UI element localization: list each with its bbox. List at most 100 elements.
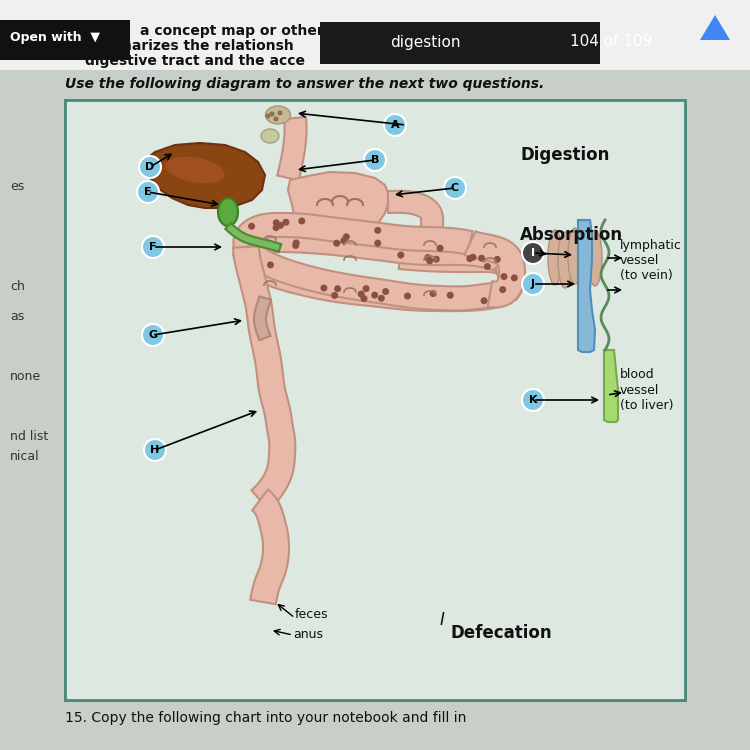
Polygon shape: [233, 213, 472, 255]
Polygon shape: [578, 234, 592, 290]
Circle shape: [378, 295, 385, 302]
Circle shape: [267, 262, 274, 268]
Text: G: G: [148, 330, 158, 340]
Polygon shape: [251, 490, 289, 604]
Circle shape: [424, 254, 431, 261]
Polygon shape: [237, 239, 523, 310]
Circle shape: [343, 233, 350, 240]
Text: digestion: digestion: [390, 34, 460, 50]
Text: J: J: [531, 279, 535, 289]
Text: ch: ch: [10, 280, 25, 293]
Polygon shape: [233, 247, 296, 510]
Polygon shape: [399, 245, 523, 300]
Circle shape: [478, 255, 485, 262]
Circle shape: [274, 116, 278, 122]
Circle shape: [361, 295, 368, 302]
Bar: [65, 100, 685, 700]
Circle shape: [430, 290, 436, 297]
Text: E: E: [144, 187, 152, 197]
Polygon shape: [700, 15, 730, 40]
Circle shape: [522, 389, 544, 411]
Circle shape: [358, 290, 364, 298]
Circle shape: [371, 292, 378, 298]
Circle shape: [374, 227, 381, 234]
Text: feces: feces: [295, 608, 328, 621]
Circle shape: [292, 242, 299, 249]
Circle shape: [470, 254, 476, 261]
Circle shape: [334, 285, 341, 292]
Circle shape: [144, 439, 166, 461]
Circle shape: [511, 274, 518, 281]
Text: Defecation: Defecation: [450, 624, 551, 642]
Circle shape: [436, 244, 443, 252]
Circle shape: [500, 286, 506, 293]
Text: lymphatic
vessel
(to vein): lymphatic vessel (to vein): [620, 238, 682, 281]
Circle shape: [382, 288, 389, 295]
Circle shape: [426, 257, 433, 264]
Circle shape: [484, 263, 491, 270]
Polygon shape: [604, 350, 618, 422]
Circle shape: [298, 217, 305, 224]
Polygon shape: [233, 245, 512, 311]
Text: H: H: [150, 445, 160, 455]
Circle shape: [142, 324, 164, 346]
Circle shape: [481, 297, 488, 304]
Ellipse shape: [166, 157, 224, 183]
Circle shape: [374, 239, 381, 247]
Circle shape: [522, 242, 544, 264]
Circle shape: [283, 219, 290, 226]
Text: Open with  ▼: Open with ▼: [10, 32, 100, 44]
Circle shape: [398, 251, 404, 259]
Text: 104 of 109: 104 of 109: [570, 34, 652, 50]
Text: blood
vessel
(to liver): blood vessel (to liver): [620, 368, 674, 412]
Circle shape: [500, 273, 508, 280]
Circle shape: [444, 177, 466, 199]
Bar: [0, 0, 750, 70]
Polygon shape: [145, 143, 265, 208]
Ellipse shape: [266, 106, 290, 124]
Polygon shape: [558, 232, 572, 288]
Circle shape: [384, 114, 406, 136]
Circle shape: [142, 236, 164, 258]
Circle shape: [266, 113, 271, 118]
Bar: [320, 22, 600, 64]
Text: summarizes the relationsh: summarizes the relationsh: [85, 39, 294, 53]
Polygon shape: [288, 172, 390, 242]
Text: as: as: [10, 310, 24, 323]
Circle shape: [292, 239, 300, 247]
Bar: [65, 100, 685, 700]
Text: I: I: [440, 611, 445, 629]
Text: 15. Copy the following chart into your notebook and fill in: 15. Copy the following chart into your n…: [65, 711, 466, 725]
Polygon shape: [578, 220, 595, 352]
Ellipse shape: [218, 198, 238, 226]
Text: none: none: [10, 370, 41, 383]
Text: nd list: nd list: [10, 430, 48, 443]
Circle shape: [332, 292, 338, 299]
Circle shape: [269, 112, 274, 116]
Circle shape: [447, 292, 454, 298]
Circle shape: [362, 285, 370, 292]
Circle shape: [333, 240, 340, 247]
Text: K: K: [529, 395, 537, 405]
Ellipse shape: [261, 129, 279, 143]
Circle shape: [340, 237, 347, 244]
Polygon shape: [254, 296, 271, 340]
Circle shape: [466, 255, 473, 262]
Text: Digestion: Digestion: [520, 146, 609, 164]
Circle shape: [137, 181, 159, 203]
Bar: [0, 20, 130, 60]
Circle shape: [248, 223, 255, 230]
Text: I: I: [531, 248, 535, 258]
Circle shape: [494, 256, 501, 262]
Circle shape: [364, 149, 386, 171]
Text: A: A: [391, 120, 399, 130]
Circle shape: [404, 292, 411, 299]
Circle shape: [139, 156, 161, 178]
Polygon shape: [236, 228, 510, 273]
Text: digestive tract and the acce: digestive tract and the acce: [85, 54, 305, 68]
Text: Use the following diagram to answer the next two questions.: Use the following diagram to answer the …: [65, 77, 544, 91]
Polygon shape: [388, 190, 443, 265]
Polygon shape: [548, 230, 562, 285]
Circle shape: [273, 219, 280, 226]
Text: C: C: [451, 183, 459, 193]
